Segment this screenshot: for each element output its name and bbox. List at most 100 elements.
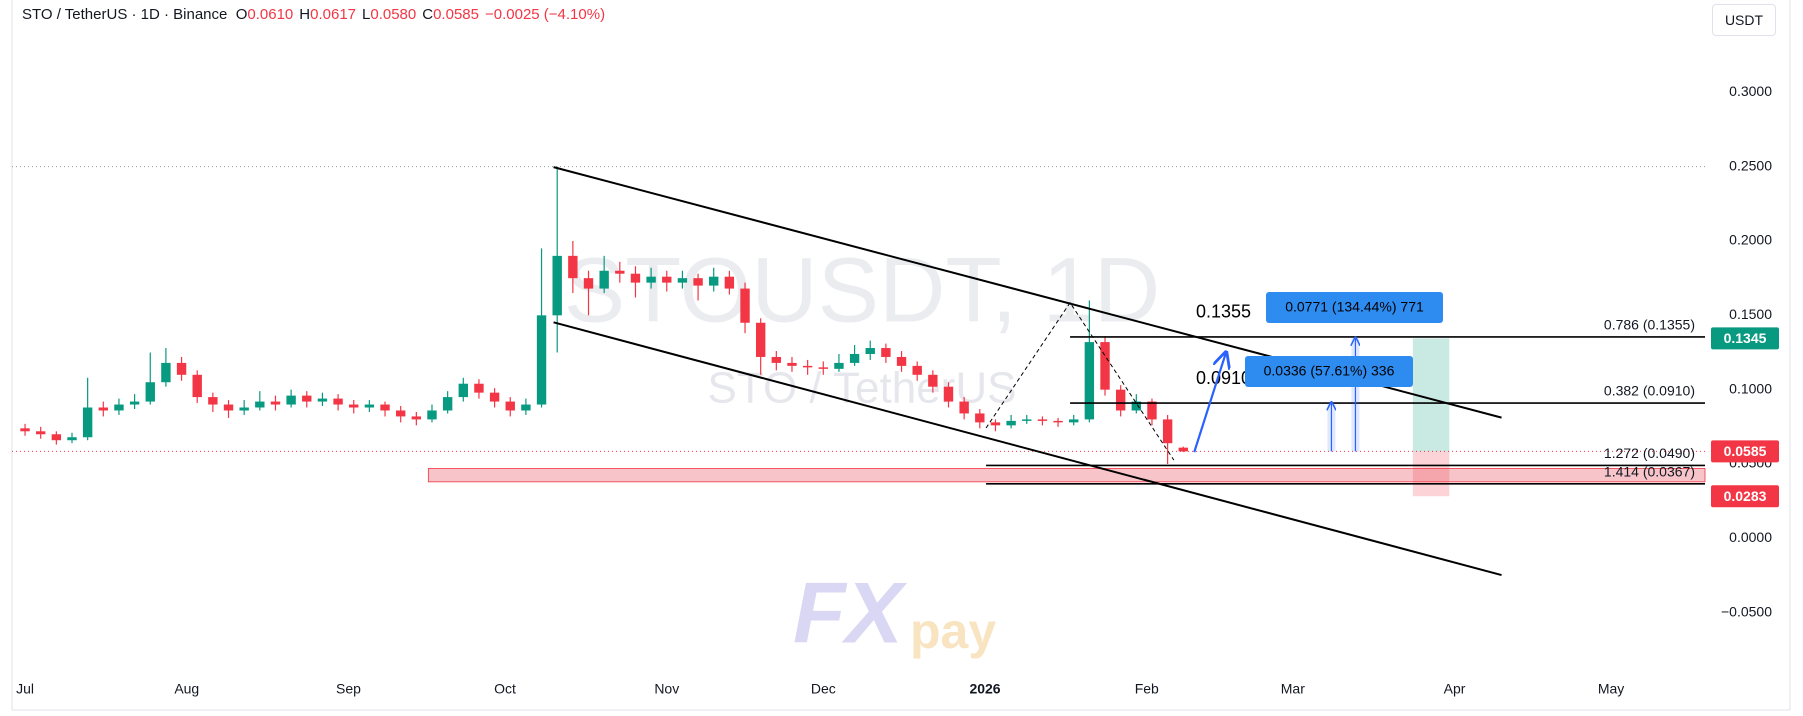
x-tick-label: Feb xyxy=(1135,681,1159,697)
candle-body xyxy=(223,404,234,411)
candle-body xyxy=(364,404,375,408)
candle-body xyxy=(818,367,828,369)
candle-body xyxy=(161,362,171,383)
price-badge-label: 0.0585 xyxy=(1724,443,1767,459)
candle-body xyxy=(239,407,249,411)
x-tick-label: Mar xyxy=(1281,681,1305,697)
candle-body xyxy=(427,410,437,420)
x-tick-label: Nov xyxy=(654,681,679,697)
candle-body xyxy=(693,278,703,286)
up-arrow xyxy=(1193,354,1225,453)
x-tick-label: Sep xyxy=(336,681,361,697)
y-tick-label: 0.3000 xyxy=(1729,83,1772,99)
candle-body xyxy=(349,404,359,408)
candle-body xyxy=(129,401,140,405)
candle-body xyxy=(458,383,468,398)
candle-body xyxy=(176,362,187,375)
candle-body xyxy=(1162,419,1173,444)
candle-body xyxy=(521,404,531,411)
value: 0.0585 xyxy=(433,6,479,23)
candle-body xyxy=(709,276,719,286)
legend-header: STO / TetherUS · 1D · Binance O0.0610 H0.… xyxy=(22,6,611,23)
candle-body xyxy=(568,255,578,279)
candle-body xyxy=(928,374,938,387)
price-badge xyxy=(1711,440,1779,463)
channel-line xyxy=(553,321,1502,577)
candle-body xyxy=(771,356,782,363)
candle-body xyxy=(755,322,766,357)
y-tick-label: 0.1500 xyxy=(1729,306,1772,322)
candle-body xyxy=(489,392,500,402)
y-tick-label: −0.0500 xyxy=(1721,603,1772,619)
candle-body xyxy=(35,431,46,435)
candle-body xyxy=(662,276,672,283)
position-stop xyxy=(1412,451,1450,497)
candle-body xyxy=(317,398,328,402)
price-badge-label: 0.1345 xyxy=(1724,330,1767,346)
label: L xyxy=(362,6,371,23)
symbol: STO / TetherUS · 1D · Binance xyxy=(22,6,228,23)
x-tick-label: Dec xyxy=(811,681,836,697)
candle-body xyxy=(1006,420,1016,426)
candle-body xyxy=(286,395,296,405)
candle-body xyxy=(787,362,797,366)
x-tick-label: Oct xyxy=(494,681,516,697)
measure-text: 0.0336 (57.61%) 336 xyxy=(1264,363,1395,379)
watermark: STOUSDT, 1D xyxy=(564,239,1160,341)
candle-body xyxy=(208,397,218,405)
candle-body xyxy=(505,401,515,411)
candle-body xyxy=(395,410,406,417)
label: O xyxy=(235,6,248,23)
candle-body xyxy=(646,276,656,283)
candle-body xyxy=(975,413,985,423)
value: 0.0610 xyxy=(247,6,294,23)
candle-body xyxy=(82,407,93,438)
candle-body xyxy=(380,404,390,411)
candle-body xyxy=(1069,419,1079,423)
label: C xyxy=(422,6,434,23)
y-tick-label: 0.0000 xyxy=(1729,529,1772,545)
fib-label: 1.414 (0.0367) xyxy=(1604,463,1695,479)
candle-body xyxy=(881,348,891,357)
x-tick-label: 2026 xyxy=(969,681,1000,697)
candle-body xyxy=(1100,342,1110,390)
candle-body xyxy=(615,270,625,274)
currency-button[interactable]: USDT xyxy=(1712,4,1776,36)
candle-body xyxy=(849,353,860,363)
price-badge xyxy=(1711,327,1779,350)
y-tick-label: 0.2500 xyxy=(1729,157,1772,173)
candle-body xyxy=(192,374,202,398)
candle-body xyxy=(1022,419,1032,421)
support-zone xyxy=(427,468,1706,483)
measure-text: 0.0771 (134.44%) 771 xyxy=(1285,299,1424,315)
candle-body xyxy=(51,434,62,441)
candle-body xyxy=(834,362,844,369)
price-badge xyxy=(1711,485,1779,508)
y-tick-label: 0.2000 xyxy=(1729,232,1772,248)
candle-body xyxy=(536,315,547,405)
candle-body xyxy=(1131,401,1142,411)
candle-body xyxy=(802,365,813,368)
candle-body xyxy=(740,288,750,323)
fib-label: 0.786 (0.1355) xyxy=(1604,317,1695,333)
candle-body xyxy=(1053,420,1063,423)
x-tick-label: May xyxy=(1598,681,1624,697)
candle-body xyxy=(599,270,609,289)
candle-body xyxy=(990,422,1001,426)
candle-body xyxy=(912,365,922,375)
candle-body xyxy=(114,404,124,411)
y-tick-label: 0.1000 xyxy=(1729,380,1772,396)
level-callout: 0.1355 xyxy=(1196,302,1251,322)
candle-body xyxy=(255,401,265,408)
change: −0.0025 (−4.10%) xyxy=(484,6,606,23)
price-badge-label: 0.0283 xyxy=(1724,488,1767,504)
fib-label: 1.272 (0.0490) xyxy=(1604,445,1695,461)
candle-body xyxy=(474,383,484,393)
candle-body xyxy=(943,386,954,402)
candle-body xyxy=(1178,447,1188,452)
candle-body xyxy=(67,437,77,441)
zigzag xyxy=(985,301,1175,461)
candle-body xyxy=(442,397,453,411)
candle-body xyxy=(411,416,422,420)
